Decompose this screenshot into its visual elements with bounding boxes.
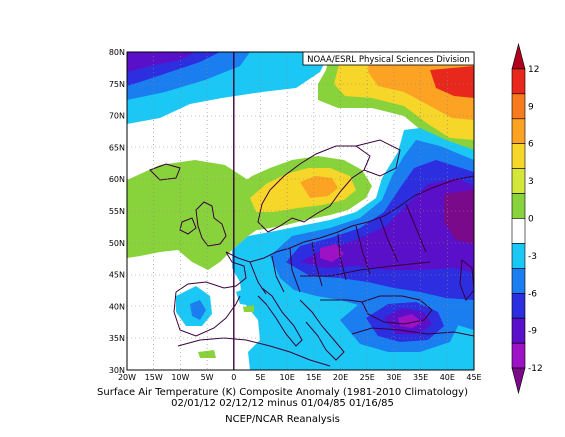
colorbar-tick-label: -12 bbox=[528, 364, 543, 374]
lat-tick-label: 40N bbox=[109, 302, 125, 311]
colorbar-segment bbox=[511, 168, 526, 194]
lon-tick-label: 20W bbox=[118, 373, 136, 382]
credit-label: NOAA/ESRL Physical Sciences Division bbox=[307, 55, 470, 65]
colorbar-tick-label: -9 bbox=[528, 327, 537, 337]
colorbar-segment bbox=[511, 243, 526, 269]
lon-tick-label: 0 bbox=[231, 373, 236, 382]
colorbar-segment bbox=[511, 292, 526, 319]
anomaly-region-iberia-blue bbox=[190, 300, 206, 320]
anomaly-region-atlantic-green bbox=[127, 160, 272, 270]
colorbar-segment bbox=[511, 317, 526, 344]
colorbar bbox=[511, 42, 526, 395]
anomaly-region-nw-violet bbox=[127, 52, 195, 72]
colorbar-segment bbox=[511, 118, 526, 145]
colorbar-labels: 12 9 6 3 0 -3 -6 -9 -12 bbox=[528, 65, 543, 374]
lon-tick-label: 5E bbox=[255, 373, 265, 382]
lat-tick-label: 70N bbox=[109, 112, 125, 121]
lat-tick-label: 35N bbox=[109, 334, 125, 343]
caption-source: NCEP/NCAR Reanalysis bbox=[225, 414, 340, 425]
colorbar-tick-label: 12 bbox=[528, 65, 539, 75]
anomaly-region-med-green bbox=[243, 305, 254, 312]
longitude-tick-labels: 20W 15W 10W 5W 0 5E 10E 15E 20E 25E 30E 35E 40E 45E bbox=[118, 373, 482, 382]
lat-tick-label: 75N bbox=[109, 80, 125, 89]
colorbar-segment bbox=[511, 42, 526, 70]
lat-tick-label: 30N bbox=[109, 366, 125, 375]
anomaly-region-east-deep bbox=[444, 190, 474, 244]
colorbar-tick-label: -6 bbox=[528, 289, 537, 299]
anomaly-region-scandinavia-orange bbox=[300, 176, 338, 198]
colorbar-segment bbox=[511, 93, 526, 120]
anomaly-region-central-purple bbox=[320, 244, 344, 262]
colorbar-segment bbox=[511, 367, 526, 395]
anomaly-region-ne-hot bbox=[430, 66, 474, 98]
lon-tick-label: 45E bbox=[466, 373, 481, 382]
lat-tick-label: 45N bbox=[109, 271, 125, 280]
colorbar-segment bbox=[511, 342, 526, 369]
colorbar-segment bbox=[511, 143, 526, 169]
colorbar-segment bbox=[511, 218, 526, 244]
lon-tick-label: 15W bbox=[145, 373, 163, 382]
lon-tick-label: 30E bbox=[386, 373, 401, 382]
colorbar-segment bbox=[511, 68, 526, 95]
colorbar-segment bbox=[511, 268, 526, 294]
lon-tick-label: 20E bbox=[333, 373, 348, 382]
latitude-tick-labels: 30N 35N 40N 45N 50N 55N 60N 65N 70N 75N 80N bbox=[109, 48, 125, 375]
colorbar-tick-label: -3 bbox=[528, 252, 537, 262]
anomaly-region-europe-violet bbox=[300, 178, 474, 272]
lon-tick-label: 10W bbox=[171, 373, 189, 382]
lat-tick-label: 55N bbox=[109, 207, 125, 216]
colorbar-tick-label: 0 bbox=[528, 215, 534, 225]
colorbar-tick-label: 6 bbox=[528, 140, 534, 150]
lat-tick-label: 65N bbox=[109, 143, 125, 152]
caption-dates: 02/01/12 02/12/12 minus 01/04/85 01/16/8… bbox=[171, 398, 394, 409]
map-frame bbox=[126, 51, 475, 371]
colorbar-segment bbox=[511, 193, 526, 219]
lon-tick-label: 35E bbox=[413, 373, 428, 382]
lon-tick-label: 10E bbox=[280, 373, 295, 382]
grid-lines bbox=[127, 52, 474, 370]
anomaly-region-med-cyan bbox=[236, 286, 262, 306]
lat-tick-label: 50N bbox=[109, 239, 125, 248]
lon-tick-label: 15E bbox=[306, 373, 321, 382]
colorbar-tick-label: 3 bbox=[528, 177, 534, 187]
caption-title: Surface Air Temperature (K) Composite An… bbox=[97, 387, 468, 398]
credit-box bbox=[302, 51, 475, 66]
colorbar-tick-label: 9 bbox=[528, 102, 534, 112]
lat-tick-label: 60N bbox=[109, 175, 125, 184]
anomaly-region-africa-green bbox=[198, 350, 216, 358]
lon-tick-label: 5W bbox=[201, 373, 214, 382]
coastlines bbox=[149, 139, 474, 367]
lon-tick-label: 25E bbox=[360, 373, 375, 382]
lon-tick-label: 40E bbox=[440, 373, 455, 382]
lat-tick-label: 80N bbox=[109, 48, 125, 57]
